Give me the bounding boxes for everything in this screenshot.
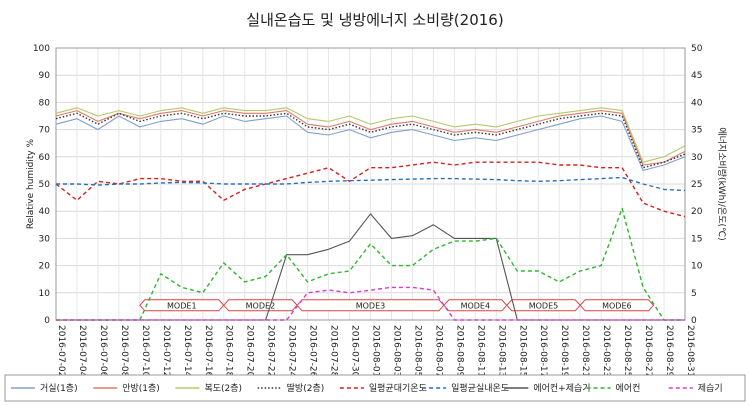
mode-label: MODE2 <box>246 301 276 310</box>
series-line <box>55 115 686 171</box>
x-tick-label: 2016-07-20 <box>245 325 255 378</box>
legend-label: 제습기 <box>698 383 723 394</box>
x-tick-label: 2016-07-06 <box>98 325 108 378</box>
x-tick-label: 2016-07-30 <box>350 325 360 378</box>
series-line <box>55 110 686 166</box>
x-tick-label: 2016-08-13 <box>496 325 506 377</box>
y-tick-left: 10 <box>39 289 51 299</box>
legend-label: 일평균실내온도 <box>451 383 509 394</box>
x-tick-label: 2016-08-21 <box>580 325 590 377</box>
x-tick-label: 2016-07-02 <box>56 325 66 377</box>
y-tick-left: 20 <box>39 262 51 272</box>
mode-arrow: MODE1 <box>139 299 225 312</box>
y-tick-left: 50 <box>39 180 51 190</box>
y-tick-right: 50 <box>691 44 703 54</box>
series-line <box>56 207 685 321</box>
mode-label: MODE5 <box>529 301 559 310</box>
legend-label: 일평균대기온도 <box>369 383 427 394</box>
series-lines <box>55 107 686 321</box>
x-tick-label: 2016-07-28 <box>329 325 339 378</box>
mode-label: MODE1 <box>167 301 197 310</box>
y-tick-left: 70 <box>39 126 51 136</box>
x-tick-label: 2016-08-15 <box>517 325 527 377</box>
mode-label: MODE6 <box>602 301 632 310</box>
y-tick-right: 40 <box>691 98 703 108</box>
x-tick-label: 2016-08-17 <box>538 325 548 377</box>
legend-label: 안방(1층) <box>122 383 160 394</box>
legend-box <box>4 374 746 402</box>
y-tick-right: 20 <box>691 207 703 217</box>
y-tick-left: 40 <box>39 207 51 217</box>
legend-label: 에어컨 <box>616 383 641 394</box>
y-tick-right: 15 <box>691 234 702 244</box>
x-tick-label: 2016-08-25 <box>622 325 632 377</box>
x-tick-label: 2016-07-26 <box>308 325 318 378</box>
y-tick-right: 10 <box>691 262 703 272</box>
mode-arrow: MODE5 <box>506 299 581 312</box>
x-tick-label: 2016-07-12 <box>161 325 171 377</box>
x-tick-label: 2016-08-05 <box>412 325 422 377</box>
x-tick-label: 2016-08-01 <box>371 325 381 377</box>
mode-arrows: MODE1 MODE2 MODE3 MODE4 MODE5 MODE6 <box>139 299 655 312</box>
right-axis-label: 에너지소비량(kWh)/온도(℃) <box>716 127 728 240</box>
x-tick-label: 2016-07-10 <box>140 325 150 378</box>
series-line <box>55 107 686 163</box>
x-tick-label: 2016-08-11 <box>475 325 485 377</box>
legend: 거실(1층) 안방(1층) 복도(2층) 딸방(2층) 일평균대기온도 일평균실내온도 에어… <box>4 374 746 402</box>
left-axis-label: Relative humidity % <box>26 138 36 229</box>
y-tick-right: 25 <box>691 180 702 190</box>
x-tick-label: 2016-07-14 <box>182 325 192 378</box>
y-tick-right: 5 <box>691 289 697 299</box>
y-tick-right: 30 <box>691 153 703 163</box>
mode-arrow: MODE4 <box>443 299 508 312</box>
x-tick-label: 2016-08-31 <box>685 325 695 377</box>
y-tick-left: 30 <box>39 234 51 244</box>
left-axis-ticks: 0 10 20 30 40 50 60 70 80 90 100 <box>33 44 50 326</box>
x-tick-label: 2016-08-29 <box>664 325 674 378</box>
mode-arrow: MODE2 <box>223 299 298 312</box>
right-axis-ticks: 0 5 10 15 20 25 30 35 40 45 50 <box>691 44 703 326</box>
mode-arrow-shape <box>579 299 655 312</box>
x-tick-label: 2016-07-18 <box>224 325 234 378</box>
mode-arrow: MODE6 <box>579 299 655 312</box>
series-line <box>55 112 686 169</box>
x-axis-ticks: 2016-07-02 2016-07-04 2016-07-06 2016-07-08… <box>56 325 695 378</box>
mode-label: MODE4 <box>461 301 491 310</box>
legend-label: 딸방(2층) <box>287 382 325 394</box>
legend-label: 거실(1층) <box>40 383 78 394</box>
y-tick-left: 60 <box>39 153 51 163</box>
series-line <box>56 286 685 321</box>
x-tick-label: 2016-07-04 <box>77 325 87 378</box>
x-tick-label: 2016-08-27 <box>643 325 653 377</box>
x-tick-label: 2016-07-24 <box>287 325 297 378</box>
mode-arrow: MODE3 <box>296 299 445 312</box>
y-tick-right: 0 <box>691 316 697 326</box>
y-tick-left: 100 <box>33 44 50 54</box>
x-tick-label: 2016-08-23 <box>601 325 611 377</box>
legend-label: 복도(2층) <box>204 383 242 394</box>
x-tick-label: 2016-07-08 <box>119 325 129 378</box>
chart-title: 실내온습도 및 냉방에너지 소비량(2016) <box>246 11 503 29</box>
x-tick-label: 2016-07-16 <box>203 325 213 378</box>
x-tick-label: 2016-08-09 <box>454 325 464 378</box>
y-tick-right: 45 <box>691 71 702 81</box>
y-tick-left: 80 <box>39 98 51 108</box>
x-tick-label: 2016-07-22 <box>266 325 276 377</box>
x-tick-label: 2016-08-03 <box>391 325 401 377</box>
x-tick-label: 2016-08-19 <box>559 325 569 378</box>
y-tick-left: 90 <box>39 71 51 81</box>
mode-label: MODE3 <box>356 301 386 310</box>
legend-label: 에어컨+제습기 <box>533 383 590 394</box>
y-tick-left: 0 <box>44 316 50 326</box>
x-tick-label: 2016-08-07 <box>433 325 443 377</box>
y-tick-right: 35 <box>691 126 702 136</box>
